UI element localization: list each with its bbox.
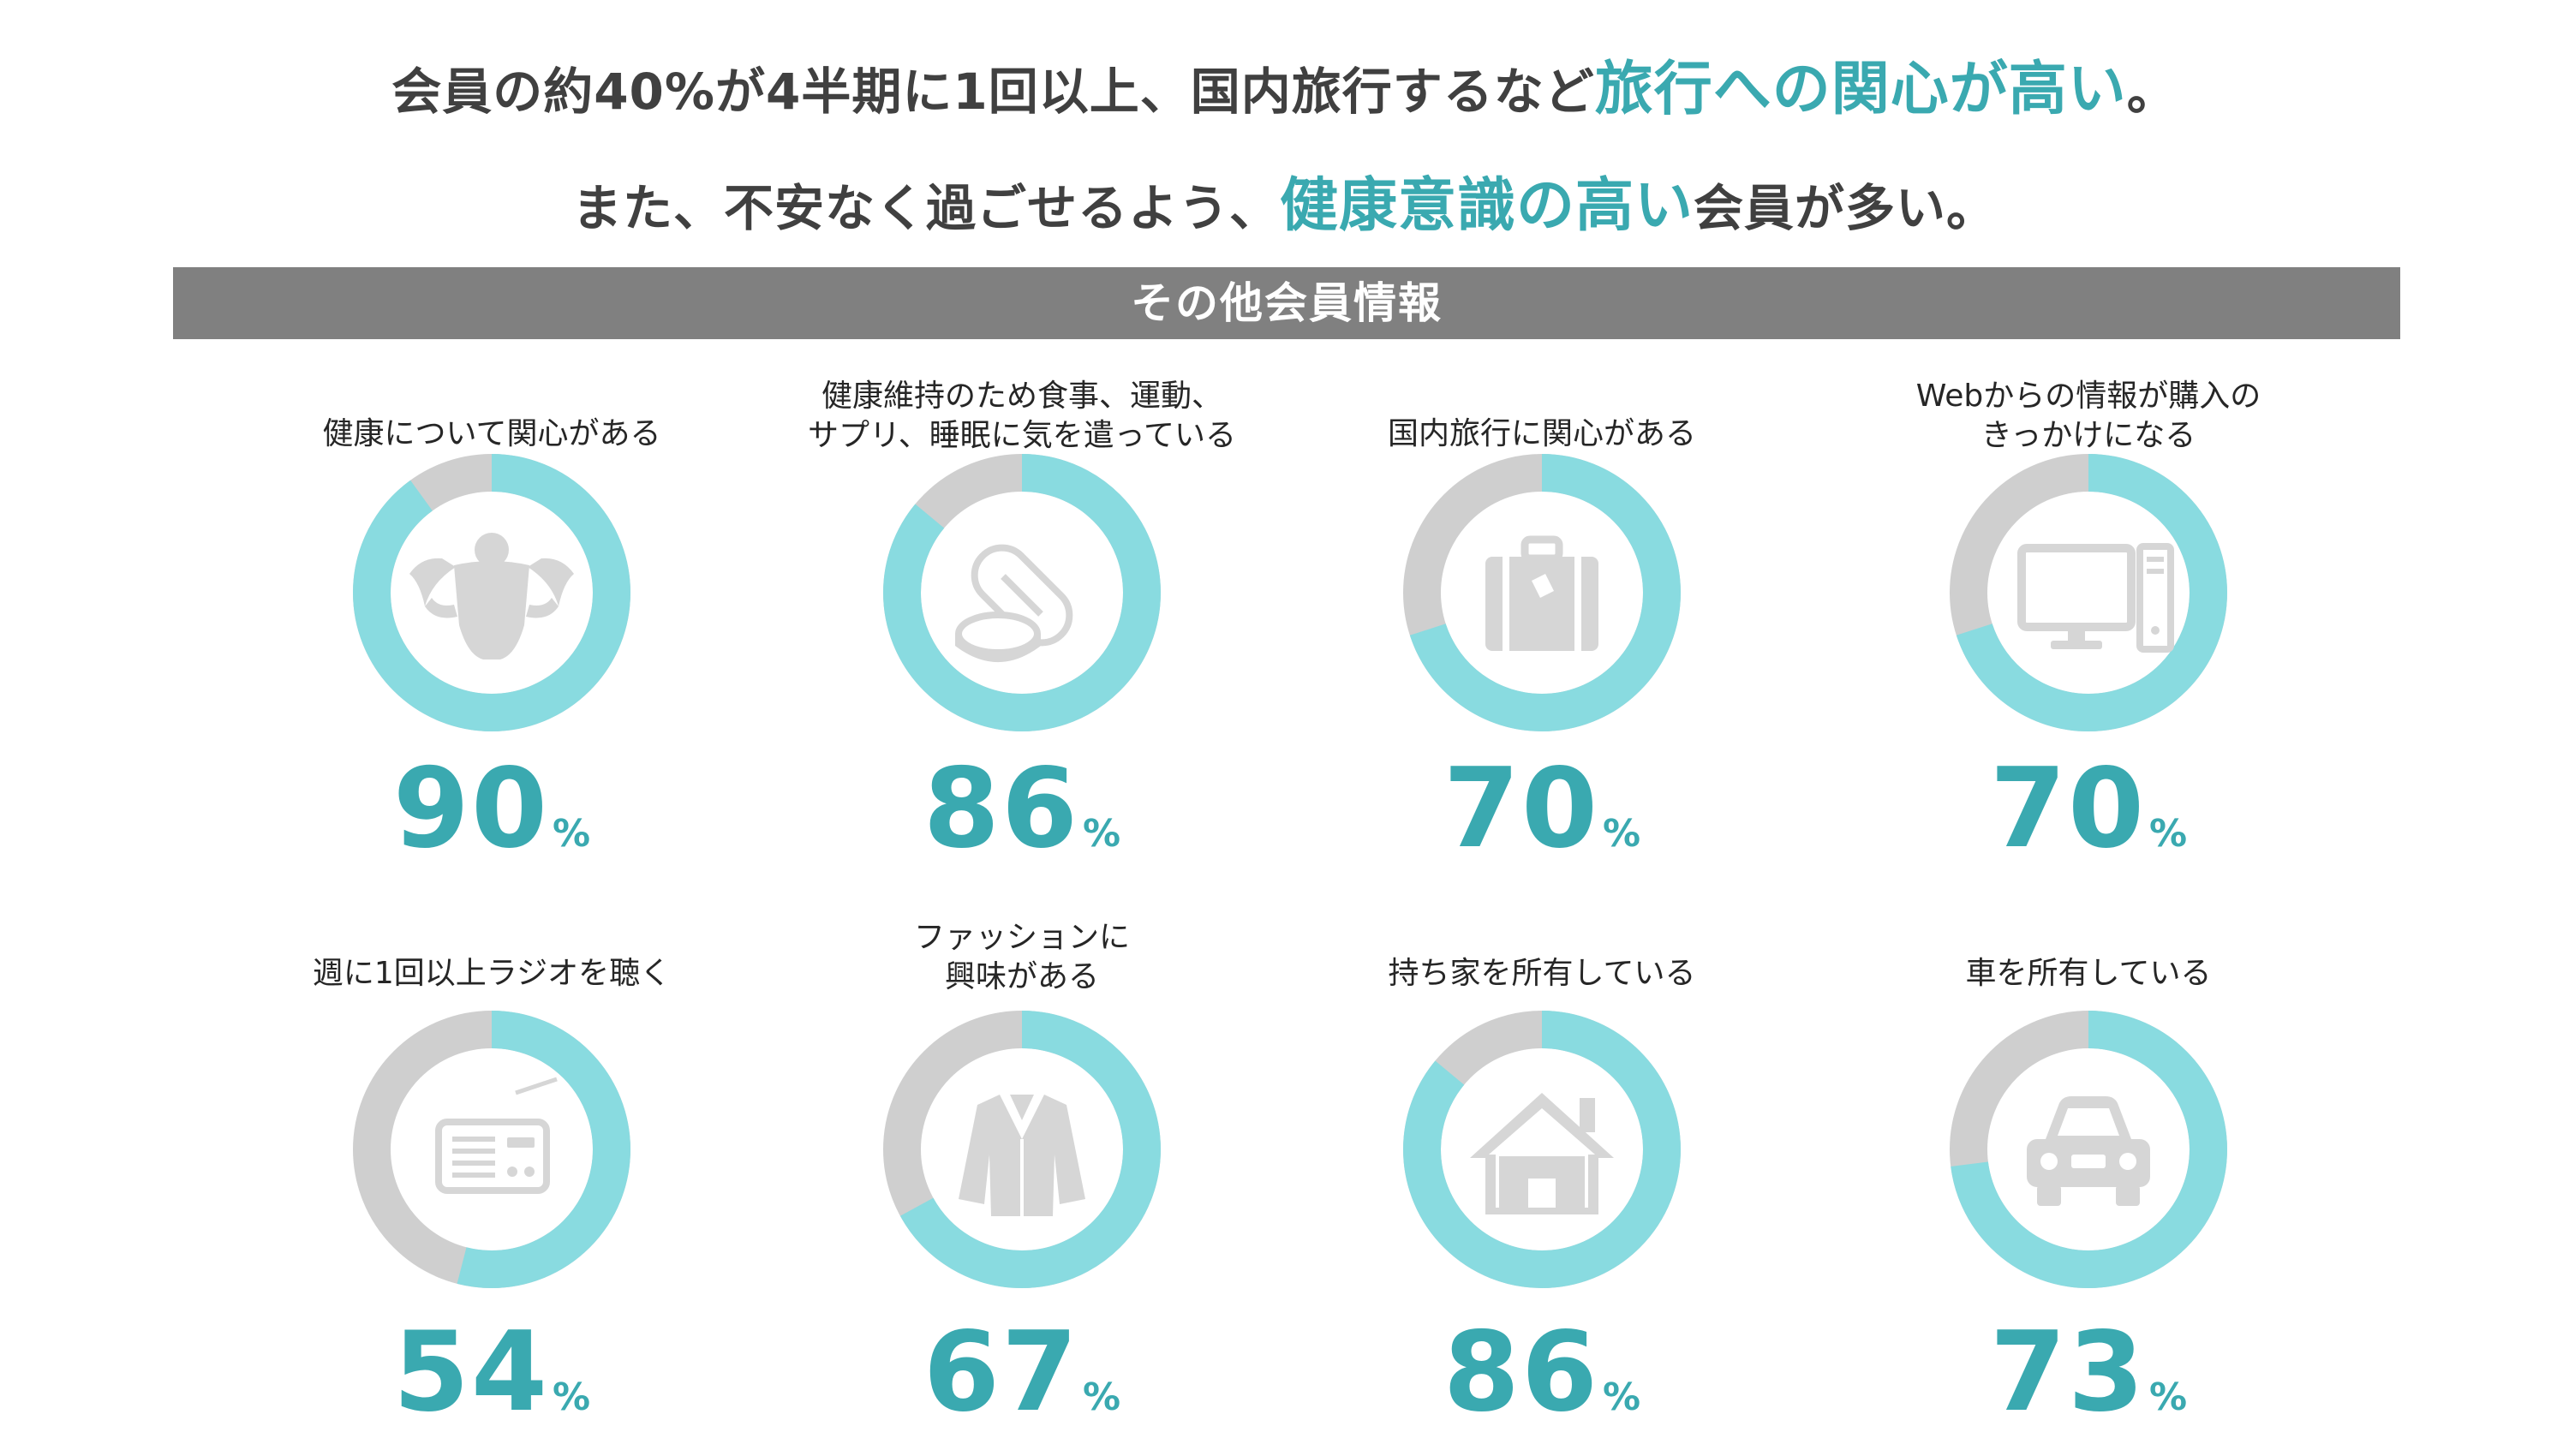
radio-icon (435, 1077, 558, 1194)
stat-value-unit: % (1083, 1375, 1121, 1419)
stat-value-number: 70 (1989, 745, 2147, 873)
section-banner: その他会員情報 (173, 267, 2400, 339)
stat-item: 車を所有している 73% (1823, 925, 2354, 1456)
stat-value-unit: % (2149, 812, 2188, 856)
stat-value: 73% (1823, 1309, 2354, 1436)
donut-chart (1950, 1011, 2227, 1288)
headline-1-highlight: 旅行への関心が高い (1594, 56, 2127, 123)
donut-value-arc (883, 1011, 1161, 1288)
headline-2-prefix: また、不安なく過ごせるよう、 (571, 179, 1280, 237)
stat-item: 週に1回以上ラジオを聴く 54% (226, 925, 757, 1456)
donut-chart (883, 454, 1161, 731)
house-icon (1470, 1093, 1614, 1214)
stat-value-number: 86 (923, 745, 1080, 873)
car-icon (2027, 1096, 2150, 1206)
suitcase-icon (1485, 535, 1598, 651)
stat-value-unit: % (2149, 1375, 2188, 1419)
stat-value-number: 73 (1989, 1309, 2147, 1436)
stat-value: 67% (756, 1309, 1287, 1436)
stat-value: 86% (756, 745, 1287, 873)
stat-item: 健康について関心がある 90% (226, 368, 757, 899)
stat-value: 86% (1276, 1309, 1807, 1436)
stat-value: 70% (1823, 745, 2354, 873)
donut-value-arc (1950, 1011, 2227, 1288)
stat-value: 90% (226, 745, 757, 873)
computer-icon (2017, 543, 2174, 653)
stat-label: ファッションに 興味がある (913, 920, 1130, 994)
donut-chart (1403, 1011, 1681, 1288)
stat-item: 健康維持のため食事、運動、 サプリ、睡眠に気を遣っている 86% (756, 368, 1287, 899)
donut-value-arc (353, 454, 630, 731)
stat-label: 持ち家を所有している (1388, 956, 1696, 991)
stat-label: 車を所有している (1965, 956, 2212, 991)
donut-value-arc (353, 1011, 630, 1288)
donut-value-arc (883, 454, 1161, 731)
stat-value: 54% (226, 1309, 757, 1436)
headline-1-suffix: 。 (2126, 63, 2178, 121)
stat-item: 国内旅行に関心がある 70% (1276, 368, 1807, 899)
stat-value-unit: % (1603, 812, 1641, 856)
jacket-icon (959, 1095, 1085, 1216)
stat-item: ファッションに 興味がある 67% (756, 920, 1287, 1456)
stat-value-unit: % (1603, 1375, 1641, 1419)
pills-icon (955, 544, 1073, 662)
stat-value-number: 67 (923, 1309, 1080, 1436)
donut-chart (883, 1011, 1161, 1288)
headline-2-suffix: 会員が多い。 (1694, 179, 1998, 237)
stat-value-number: 90 (392, 745, 550, 873)
stat-item: Webからの情報が購入の きっかけになる 70% (1823, 368, 2354, 899)
donut-value-arc (1403, 454, 1681, 731)
headline-line-1: 会員の約40%が4半期に1回以上、国内旅行するなど旅行への関心が高い。 (0, 41, 2569, 126)
stat-value-number: 86 (1443, 1309, 1600, 1436)
bodybuilder-icon (409, 533, 574, 659)
donut-chart (353, 1011, 630, 1288)
stat-label: 週に1回以上ラジオを聴く (312, 956, 672, 991)
stat-value-unit: % (553, 1375, 591, 1419)
headline-1-prefix: 会員の約40%が4半期に1回以上、国内旅行するなど (391, 63, 1595, 121)
donut-chart (353, 454, 630, 731)
stat-value: 70% (1276, 745, 1807, 873)
stat-label: 健康維持のため食事、運動、 サプリ、睡眠に気を遣っている (807, 379, 1237, 453)
donut-value-arc (1950, 454, 2227, 731)
headline-2-highlight: 健康意識の高い (1279, 172, 1694, 240)
stat-label: 国内旅行に関心がある (1387, 416, 1696, 451)
stat-value-unit: % (1083, 812, 1121, 856)
donut-chart (1950, 454, 2227, 731)
stat-value-number: 54 (392, 1309, 550, 1436)
stat-value-unit: % (553, 812, 591, 856)
stat-item: 持ち家を所有している 86% (1276, 925, 1807, 1456)
stat-label: 健康について関心がある (322, 416, 661, 451)
donut-chart (1403, 454, 1681, 731)
stat-label: Webからの情報が購入の きっかけになる (1915, 379, 2261, 453)
stat-value-number: 70 (1443, 745, 1600, 873)
donut-value-arc (1403, 1011, 1681, 1288)
headline-line-2: また、不安なく過ごせるよう、健康意識の高い会員が多い。 (0, 158, 2569, 242)
